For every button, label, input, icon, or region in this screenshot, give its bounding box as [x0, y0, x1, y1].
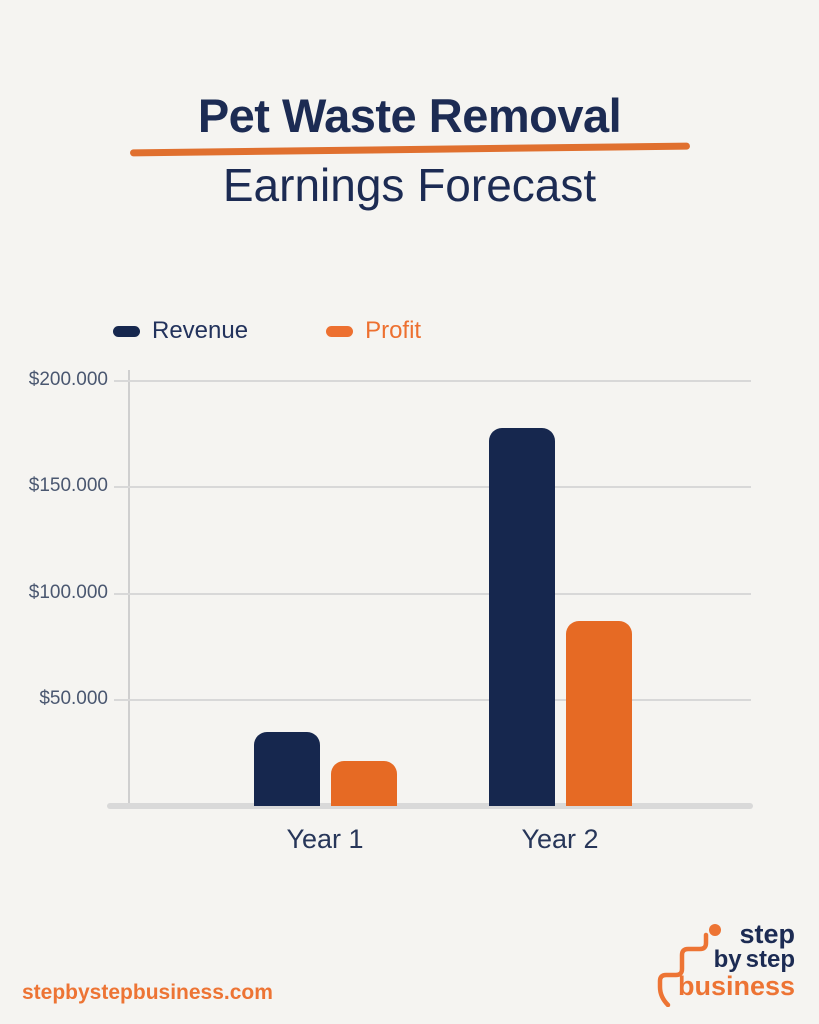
logo-dot-icon	[709, 924, 721, 936]
x-axis-label-year2: Year 2	[521, 824, 599, 854]
chart-legend: Revenue Profit	[113, 317, 421, 345]
bar-year2-profit	[565, 621, 632, 806]
logo-word-business: business	[678, 971, 795, 1001]
y-tick-label-150000: $150.000	[28, 475, 108, 497]
logo-word-bystep: by step	[714, 946, 795, 973]
logo-word-step1: step	[739, 919, 795, 949]
legend-label-revenue: Revenue	[152, 317, 249, 344]
legend-item-revenue: Revenue	[113, 317, 248, 345]
stepbystep-business-logo: step by step business	[651, 917, 801, 1012]
y-tick-label-50000: $50.000	[39, 687, 108, 709]
x-axis-baseline	[107, 803, 753, 809]
y-axis-line	[128, 370, 130, 806]
logo-staircase-icon	[657, 932, 709, 1008]
bar-year1-revenue	[253, 731, 320, 806]
y-tick-label-200000: $200.000	[28, 369, 108, 390]
gridline-50000	[114, 698, 751, 701]
gridline-150000	[114, 486, 751, 489]
y-tick-label-100000: $100.000	[28, 581, 108, 603]
gridline-100000	[114, 592, 751, 595]
bar-year2-revenue	[488, 427, 555, 806]
title-subtitle: Earnings Forecast	[222, 159, 597, 211]
website-url: stepbystepbusiness.com	[22, 981, 273, 1004]
bar-year1-profit	[330, 761, 397, 806]
profit-swatch-icon	[326, 325, 354, 337]
gridline-200000	[114, 380, 751, 382]
revenue-swatch-icon	[113, 325, 140, 337]
legend-label-profit: Profit	[365, 317, 422, 344]
title-main: Pet Waste Removal	[197, 89, 622, 142]
legend-item-profit: Profit	[326, 317, 421, 345]
x-axis-label-year1: Year 1	[286, 824, 364, 854]
